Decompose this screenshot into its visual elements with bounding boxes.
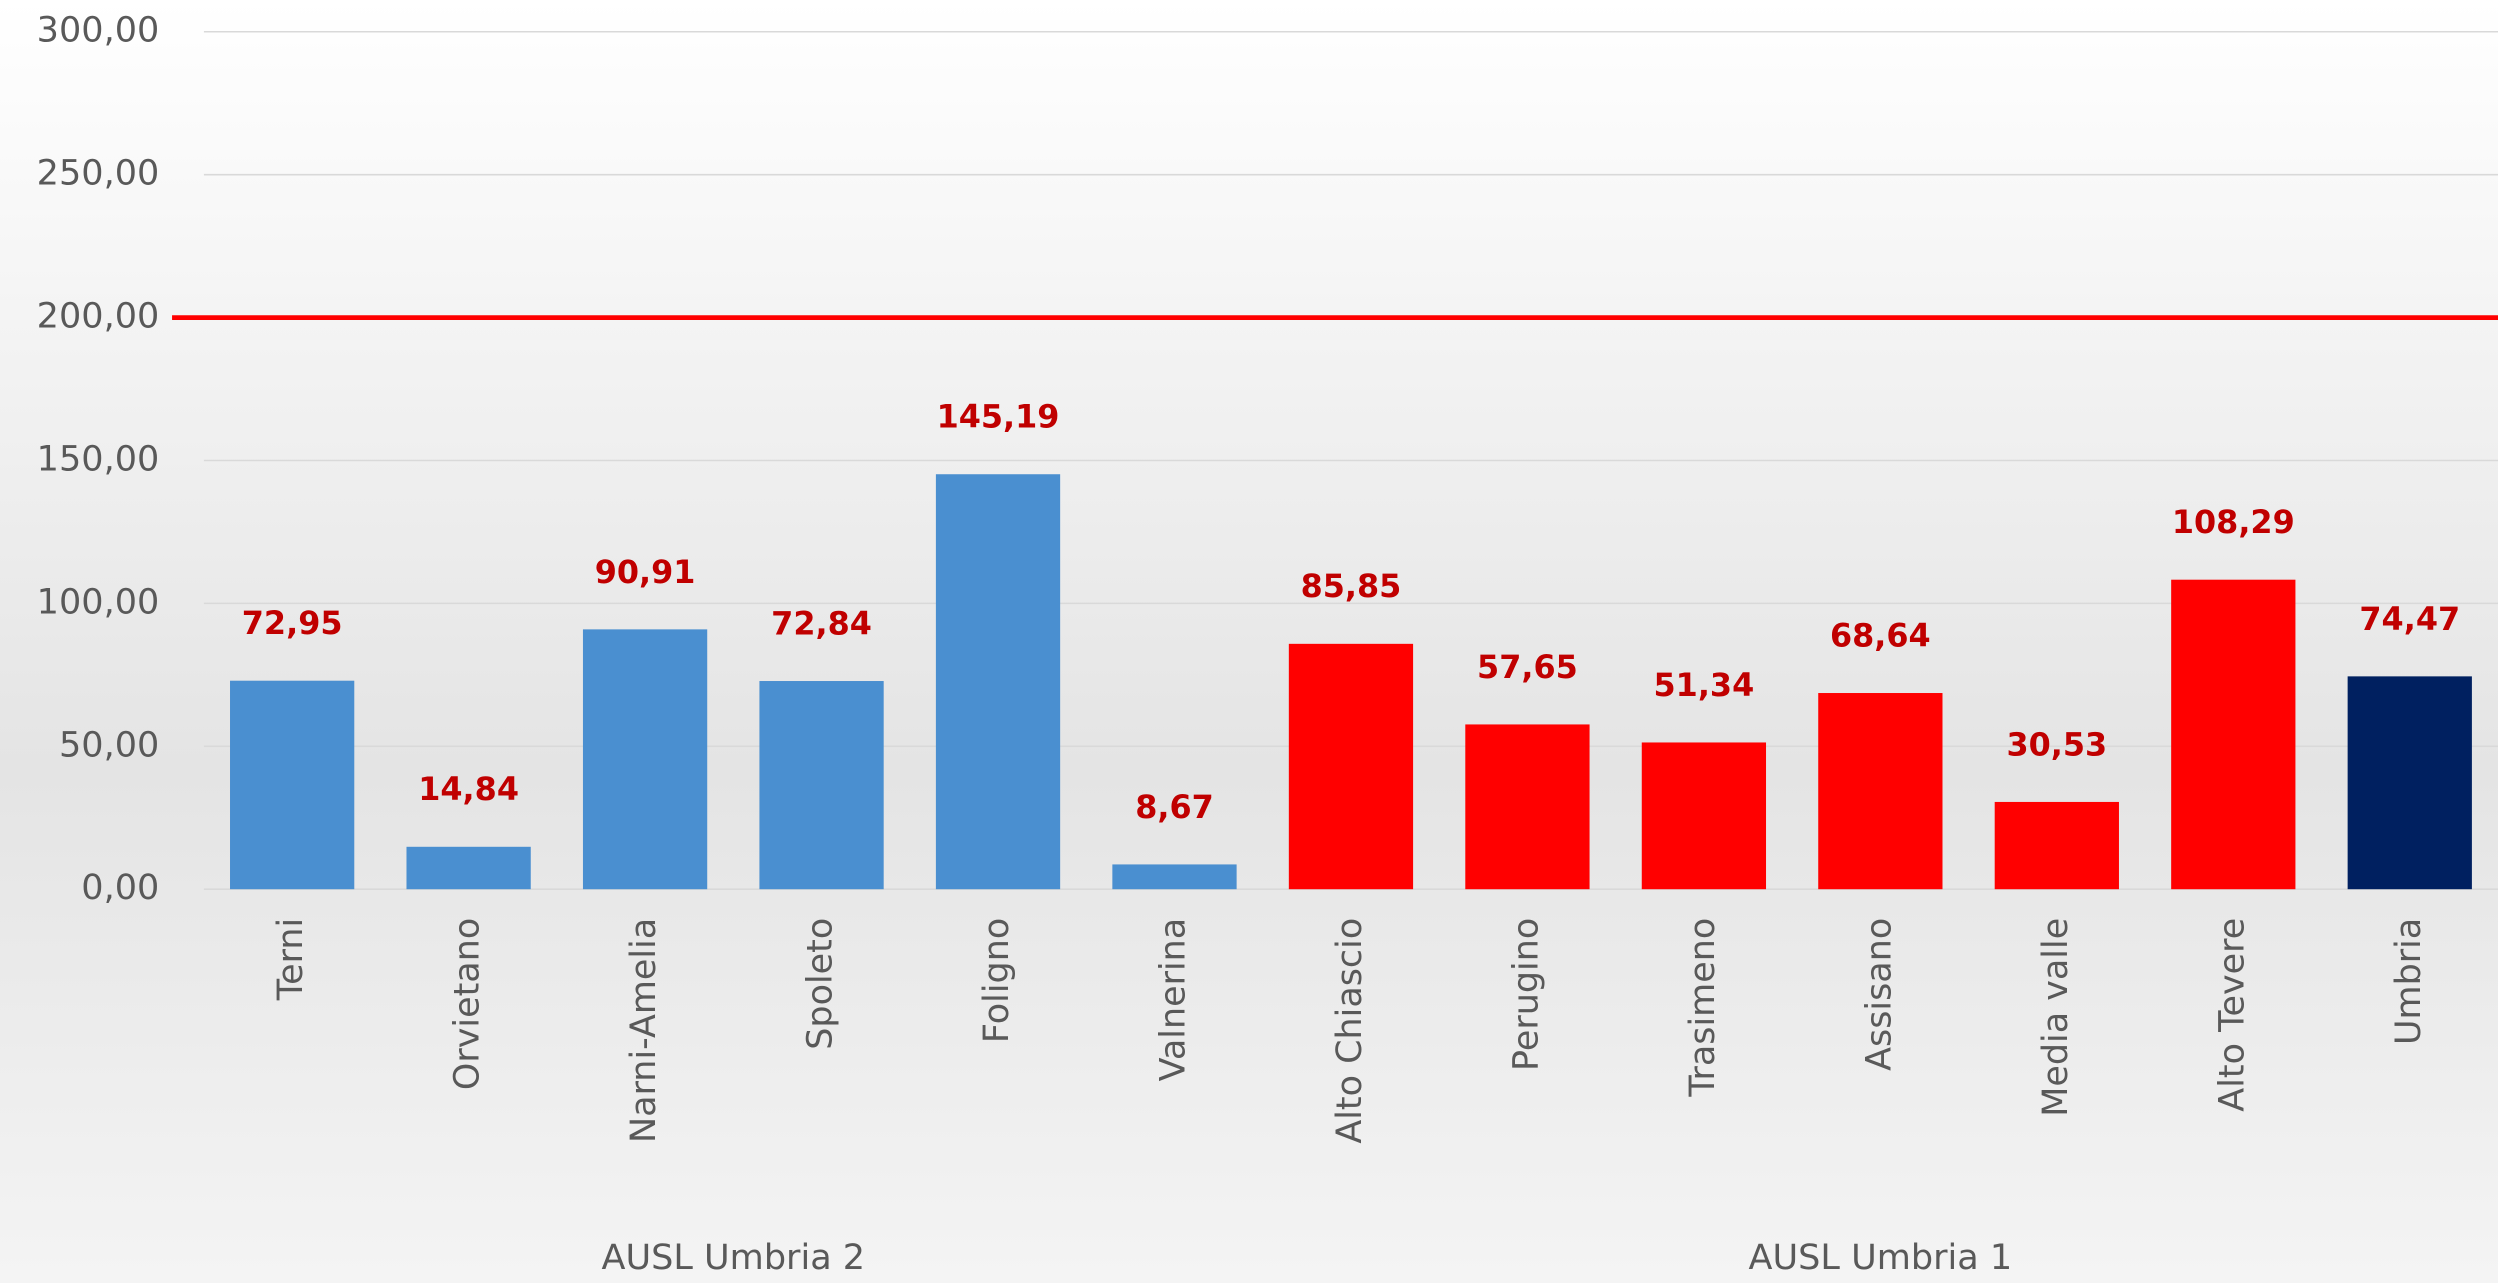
value-label: 57,65 xyxy=(1477,649,1578,686)
x-tick-label: Terni xyxy=(271,918,311,1001)
bar xyxy=(1465,724,1590,890)
value-label: 14,84 xyxy=(418,771,519,808)
bar xyxy=(1994,801,2119,890)
value-label: 85,85 xyxy=(1301,568,1402,605)
x-tick-label: Alto Chiascio xyxy=(1330,918,1370,1144)
value-label: 108,29 xyxy=(2172,504,2295,541)
y-tick-label: 300,00 xyxy=(37,11,160,51)
x-tick-label: Valnerina xyxy=(1153,918,1193,1082)
bar xyxy=(2171,579,2296,890)
x-tick-label: Perugino xyxy=(1506,918,1546,1071)
x-tick-label: Assisano xyxy=(1859,918,1899,1071)
value-label: 145,19 xyxy=(937,399,1060,436)
bar xyxy=(1288,643,1414,890)
bar xyxy=(935,474,1061,890)
x-tick-label: Alto Tevere xyxy=(2212,918,2252,1112)
y-tick-label: 150,00 xyxy=(37,440,160,480)
x-tick-label: Trasimeno xyxy=(1683,918,1723,1098)
y-tick-label: 100,00 xyxy=(37,582,160,622)
y-tick-label: 0,00 xyxy=(81,868,159,908)
bar xyxy=(406,846,531,890)
value-label: 74,47 xyxy=(2359,601,2460,638)
value-label: 72,95 xyxy=(242,605,343,642)
y-tick-label: 200,00 xyxy=(37,297,160,337)
bar xyxy=(1818,693,1943,890)
value-label: 8,67 xyxy=(1135,789,1214,826)
value-label: 51,34 xyxy=(1654,667,1755,704)
bar xyxy=(1112,864,1237,890)
value-label: 90,91 xyxy=(595,554,696,591)
group-label: AUSL Umbria 1 xyxy=(1749,1238,2013,1278)
bar xyxy=(759,681,884,890)
x-tick-label: Umbria xyxy=(2389,918,2429,1045)
group-label: AUSL Umbria 2 xyxy=(602,1238,866,1278)
bar xyxy=(230,680,355,890)
bar xyxy=(1641,742,1767,890)
value-label: 68,64 xyxy=(1830,617,1931,654)
y-tick-label: 50,00 xyxy=(59,725,159,765)
bar xyxy=(582,629,708,890)
x-tick-label: Spoleto xyxy=(801,918,841,1050)
bar xyxy=(2347,676,2472,890)
x-tick-label: Media valle xyxy=(2036,918,2076,1117)
value-label: 72,84 xyxy=(771,605,872,642)
x-tick-label: Orvietano xyxy=(448,918,488,1090)
x-tick-label: Foligno xyxy=(977,918,1017,1043)
x-tick-label: Narni-Amelia xyxy=(624,918,664,1143)
y-tick-label: 250,00 xyxy=(37,154,160,194)
value-label: 30,53 xyxy=(2006,726,2107,763)
